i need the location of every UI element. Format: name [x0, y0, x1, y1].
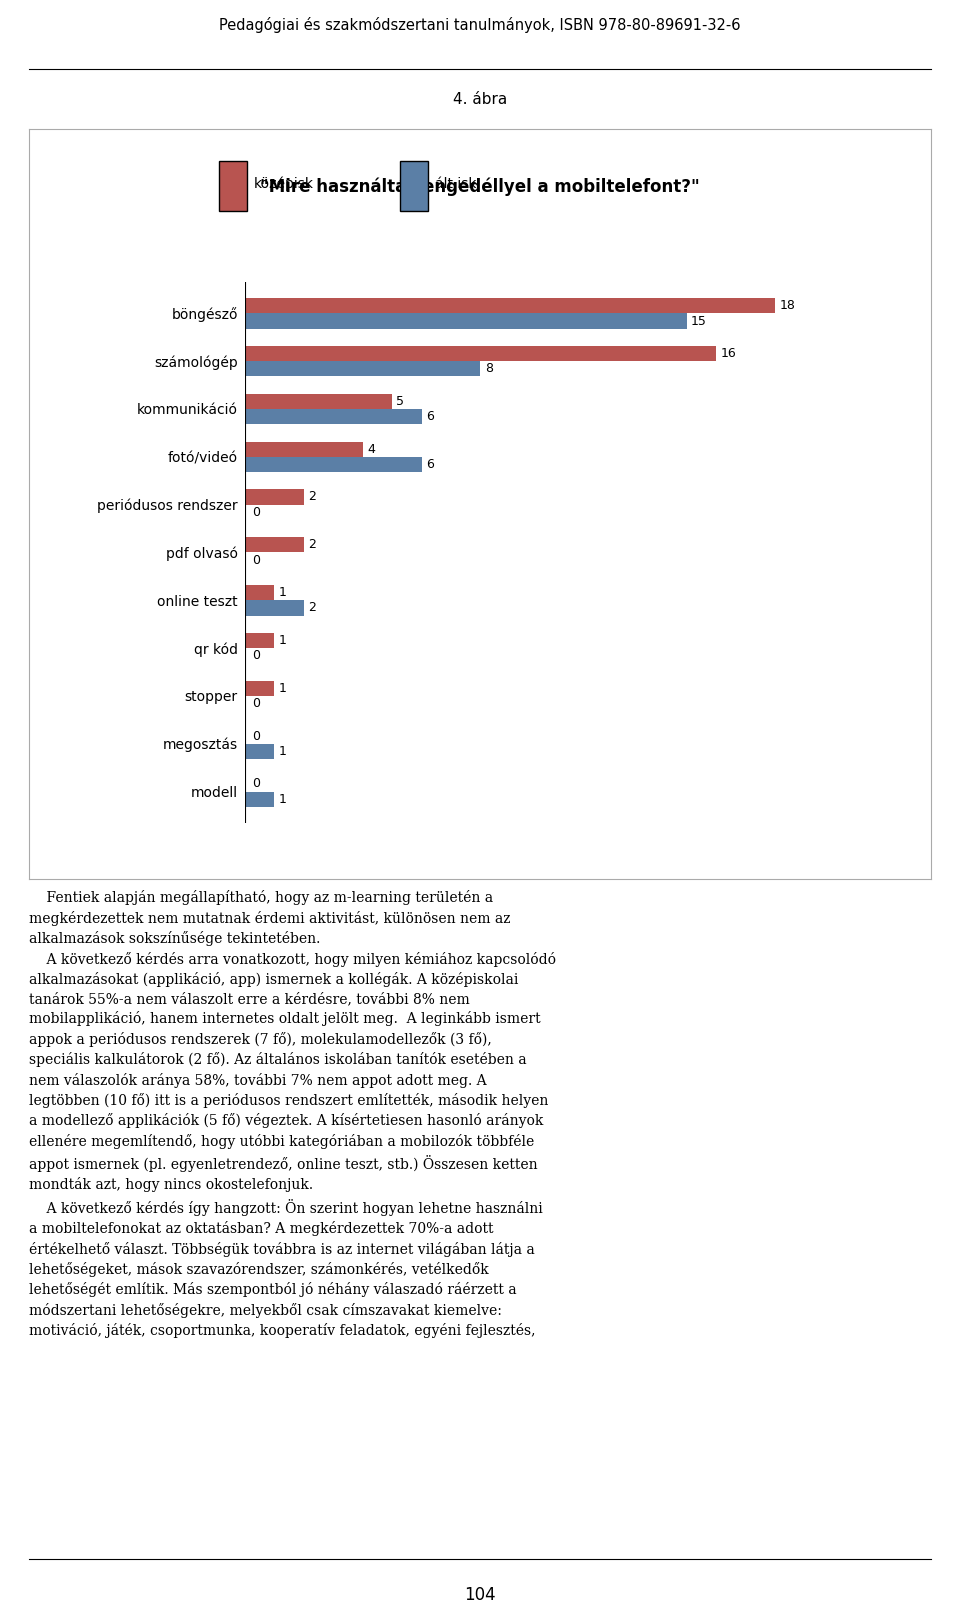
Bar — [245, 744, 275, 760]
Text: 0: 0 — [252, 777, 260, 790]
Text: "Mire használták engedéllyel a mobiltelefont?": "Mire használták engedéllyel a mobiltele… — [260, 177, 700, 197]
Text: középisk: középisk — [253, 177, 313, 190]
Text: 0: 0 — [252, 697, 260, 710]
Bar — [245, 345, 716, 361]
Text: 15: 15 — [691, 315, 707, 327]
FancyBboxPatch shape — [219, 161, 247, 211]
Text: 0: 0 — [252, 506, 260, 519]
FancyBboxPatch shape — [400, 161, 428, 211]
Text: ált isk: ált isk — [435, 177, 476, 190]
Text: Pedagógiai és szakmódszertani tanulmányok, ISBN 978-80-89691-32-6: Pedagógiai és szakmódszertani tanulmányo… — [219, 18, 741, 34]
Text: 1: 1 — [278, 745, 286, 758]
Text: 0: 0 — [252, 650, 260, 663]
Bar — [245, 537, 303, 552]
Text: 0: 0 — [252, 729, 260, 742]
Bar — [245, 361, 480, 376]
Text: 1: 1 — [278, 792, 286, 806]
Text: 18: 18 — [780, 298, 795, 313]
Bar — [245, 410, 421, 424]
Bar — [245, 313, 686, 329]
Text: 0: 0 — [252, 553, 260, 566]
Text: 1: 1 — [278, 586, 286, 598]
Text: 4. ábra: 4. ábra — [453, 92, 507, 106]
Text: 5: 5 — [396, 395, 404, 408]
Text: 6: 6 — [426, 410, 434, 423]
Bar — [245, 600, 303, 616]
Bar — [245, 442, 363, 456]
Bar — [245, 586, 275, 600]
Text: 1: 1 — [278, 682, 286, 695]
Bar — [245, 394, 392, 410]
Bar — [245, 456, 421, 473]
Text: Fentiek alapján megállapítható, hogy az m-learning területén a
megkérdezettek ne: Fentiek alapján megállapítható, hogy az … — [29, 890, 556, 1339]
Text: 104: 104 — [465, 1586, 495, 1603]
Text: 4: 4 — [367, 442, 375, 455]
Text: 1: 1 — [278, 634, 286, 647]
Bar — [245, 681, 275, 695]
Bar — [245, 632, 275, 648]
Text: 6: 6 — [426, 458, 434, 471]
Bar — [245, 489, 303, 505]
Text: 2: 2 — [308, 539, 316, 552]
Text: 8: 8 — [485, 363, 492, 376]
Text: 2: 2 — [308, 490, 316, 503]
Text: 2: 2 — [308, 602, 316, 615]
Bar — [245, 298, 775, 313]
Text: 16: 16 — [721, 347, 736, 360]
Bar — [245, 792, 275, 806]
